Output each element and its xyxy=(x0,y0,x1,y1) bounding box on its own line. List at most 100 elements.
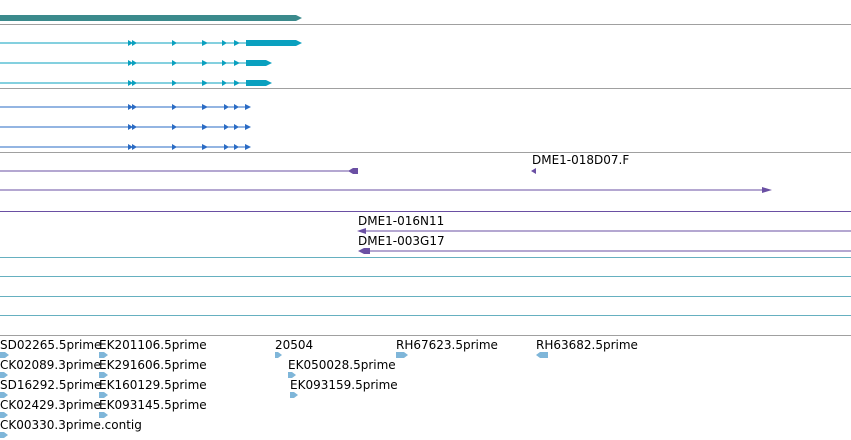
exon-marker xyxy=(132,124,137,130)
est-label: 20504 xyxy=(275,338,313,352)
est-feature[interactable]: 20504 xyxy=(275,338,313,358)
est-label: CK02089.3prime xyxy=(0,358,101,372)
read-feature-dme1-003g17[interactable]: DME1-003G17 xyxy=(358,234,851,254)
est-feature[interactable]: CK02089.3prime xyxy=(0,358,101,378)
est-feature[interactable]: EK201106.5prime xyxy=(99,338,207,358)
chevron-right-icon xyxy=(99,392,108,398)
est-feature[interactable]: EK093145.5prime xyxy=(99,398,207,418)
exon-marker xyxy=(202,60,208,66)
transcript-track-blue[interactable] xyxy=(0,104,251,150)
est-track[interactable]: SD02265.5prime EK201106.5prime 20504 RH6… xyxy=(0,338,638,438)
exon-marker xyxy=(132,144,137,150)
read-feature-dme1-018d07f[interactable]: DME1-018D07.F xyxy=(531,153,629,174)
chevron-right-icon xyxy=(0,412,8,418)
feature-label: DME1-003G17 xyxy=(358,234,445,248)
est-label: SD02265.5prime xyxy=(0,338,101,352)
exon-marker xyxy=(202,80,208,86)
transcript-track-cyan[interactable] xyxy=(0,40,302,86)
arrow-right-icon xyxy=(762,187,772,193)
chevron-right-icon xyxy=(275,352,282,358)
chevron-right-icon xyxy=(99,352,108,358)
chevron-right-icon xyxy=(396,352,408,358)
gene-span-bar[interactable] xyxy=(0,15,296,21)
transcript[interactable] xyxy=(0,60,272,66)
exon-marker xyxy=(172,40,177,46)
est-label: EK050028.5prime xyxy=(288,358,396,372)
est-label: CK00330.3prime.contig xyxy=(0,418,142,432)
read-feature[interactable] xyxy=(0,187,772,193)
exon-marker xyxy=(234,80,240,86)
est-feature[interactable]: EK291606.5prime xyxy=(99,358,207,378)
arrow-left-icon xyxy=(357,228,366,234)
exon-marker xyxy=(234,124,239,130)
utr-block xyxy=(246,80,266,86)
exon-marker xyxy=(132,104,137,110)
est-feature[interactable]: SD02265.5prime xyxy=(0,338,101,358)
est-label: RH63682.5prime xyxy=(536,338,638,352)
exon-marker xyxy=(234,144,239,150)
chevron-right-icon xyxy=(290,392,298,398)
transcript[interactable] xyxy=(0,144,251,150)
read-track-purple[interactable]: DME1-018D07.F DME1-016N11 DME1-003G17 xyxy=(0,153,851,254)
transcript[interactable] xyxy=(0,104,251,110)
est-label: EK093145.5prime xyxy=(99,398,207,412)
exon-marker xyxy=(224,104,229,110)
chevron-right-icon xyxy=(0,372,8,378)
exon-marker xyxy=(172,124,177,130)
chevron-right-icon xyxy=(99,412,108,418)
exon-marker xyxy=(224,124,229,130)
arrow-left-icon xyxy=(358,248,370,254)
exon-marker xyxy=(128,104,133,110)
est-label: SD16292.5prime xyxy=(0,378,101,392)
arrow-right-icon xyxy=(266,80,272,86)
arrow-right-icon xyxy=(245,104,251,110)
exon-marker xyxy=(222,40,227,46)
gene-track[interactable] xyxy=(0,15,302,21)
exon-marker xyxy=(172,60,177,66)
est-feature[interactable]: RH67623.5prime xyxy=(396,338,498,358)
exon-marker xyxy=(222,80,227,86)
arrow-right-icon xyxy=(296,15,302,21)
transcript[interactable] xyxy=(0,40,302,46)
est-feature[interactable]: EK160129.5prime xyxy=(99,378,207,398)
exon-marker xyxy=(132,60,137,66)
read-feature-dme1-016n11[interactable]: DME1-016N11 xyxy=(357,214,851,234)
est-feature[interactable]: EK050028.5prime xyxy=(288,358,396,378)
est-label: EK160129.5prime xyxy=(99,378,207,392)
feature-label: DME1-016N11 xyxy=(358,214,444,228)
exon-marker xyxy=(222,60,227,66)
est-label: EK291606.5prime xyxy=(99,358,207,372)
est-feature[interactable]: CK00330.3prime.contig xyxy=(0,418,142,438)
est-feature[interactable]: EK093159.5prime xyxy=(290,378,398,398)
arrow-right-icon xyxy=(296,40,302,46)
exon-marker xyxy=(224,144,229,150)
est-feature[interactable]: CK02429.3prime xyxy=(0,398,101,418)
exon-marker xyxy=(128,124,133,130)
est-feature[interactable]: RH63682.5prime xyxy=(536,338,638,358)
exon-marker xyxy=(172,104,177,110)
chevron-right-icon xyxy=(0,352,9,358)
utr-block xyxy=(246,40,296,46)
exon-marker xyxy=(202,40,208,46)
exon-marker xyxy=(128,80,133,86)
arrow-right-icon xyxy=(245,144,251,150)
chevron-right-icon xyxy=(288,372,296,378)
chevron-right-icon xyxy=(0,392,8,398)
exon-marker xyxy=(202,104,208,110)
transcript[interactable] xyxy=(0,80,272,86)
exon-marker xyxy=(132,80,137,86)
exon-marker xyxy=(172,144,177,150)
chevron-right-icon xyxy=(0,432,8,438)
est-label: EK093159.5prime xyxy=(290,378,398,392)
exon-marker xyxy=(234,40,240,46)
read-feature[interactable] xyxy=(0,168,358,174)
transcript[interactable] xyxy=(0,124,251,130)
est-label: CK02429.3prime xyxy=(0,398,101,412)
exon-marker xyxy=(128,40,133,46)
exon-marker xyxy=(234,104,239,110)
empty-tracks xyxy=(0,257,851,316)
est-feature[interactable]: SD16292.5prime xyxy=(0,378,101,398)
exon-marker xyxy=(202,124,208,130)
arrow-left-icon xyxy=(531,168,536,174)
utr-block xyxy=(246,60,266,66)
